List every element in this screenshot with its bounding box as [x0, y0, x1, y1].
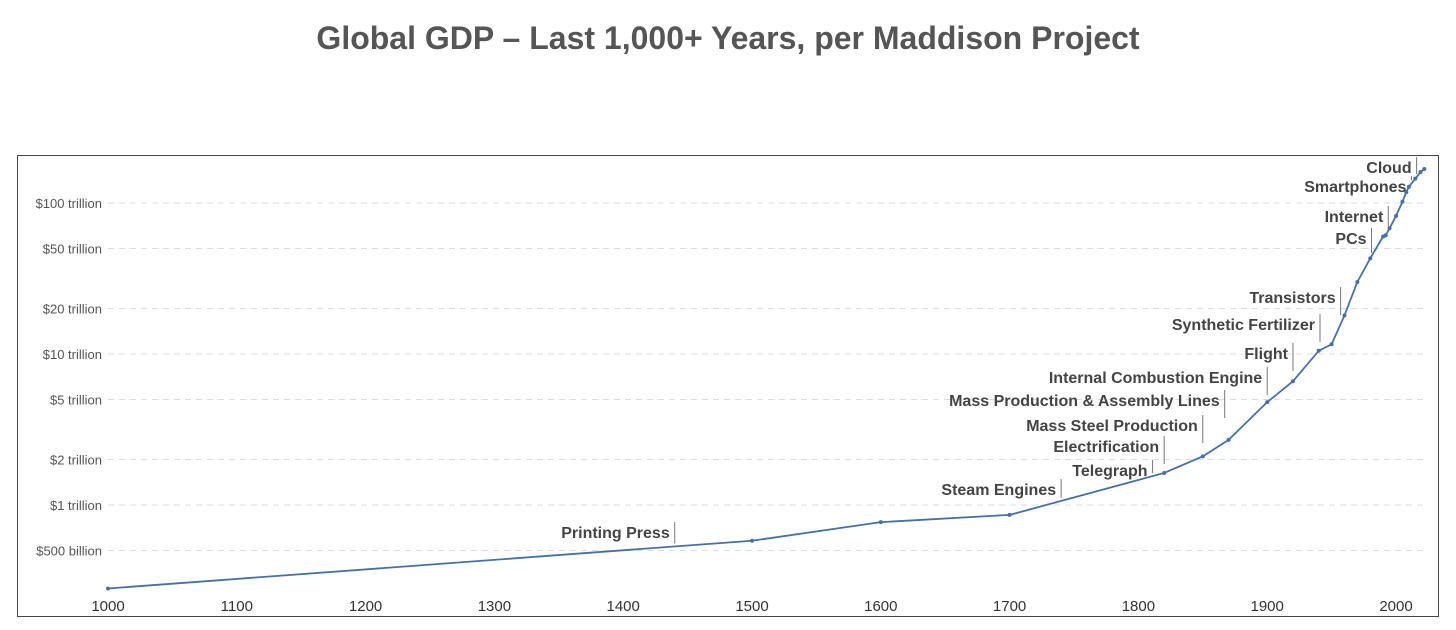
- y-tick-label: $2 trillion: [50, 453, 102, 468]
- annotation-label: Steam Engines: [941, 482, 1056, 499]
- annotation-label: Internal Combustion Engine: [1049, 370, 1262, 387]
- annotation-label: Printing Press: [561, 525, 670, 542]
- annotation-label: Smartphones: [1304, 179, 1406, 196]
- data-point: [1406, 184, 1411, 189]
- annotation-label: Cloud: [1366, 160, 1411, 177]
- annotation-label: Mass Production & Assembly Lines: [949, 393, 1220, 410]
- data-point: [750, 538, 754, 543]
- y-tick-label: $20 trillion: [43, 302, 102, 317]
- data-point: [1200, 454, 1205, 459]
- x-tick-label: 1600: [864, 598, 897, 615]
- data-point: [1368, 256, 1373, 261]
- y-tick-label: $1 trillion: [50, 498, 102, 513]
- x-tick-label: 1900: [1251, 598, 1284, 615]
- data-point: [1418, 170, 1423, 175]
- annotation-label: Electrification: [1053, 439, 1159, 456]
- annotation-label: Telegraph: [1072, 463, 1147, 480]
- data-point: [1162, 470, 1167, 475]
- data-point: [1342, 313, 1347, 318]
- data-point: [1355, 279, 1360, 284]
- annotation-label: Flight: [1244, 346, 1288, 363]
- x-tick-label: 1800: [1122, 598, 1155, 615]
- data-point: [1400, 199, 1405, 204]
- data-point: [1394, 214, 1398, 219]
- plot-frame: [17, 155, 1439, 617]
- y-tick-label: $5 trillion: [50, 392, 102, 407]
- data-point: [1413, 176, 1418, 181]
- annotation-label: Internet: [1325, 209, 1384, 226]
- y-tick-label: $10 trillion: [43, 347, 102, 362]
- data-point: [1404, 190, 1409, 195]
- data-point: [1290, 379, 1295, 384]
- x-tick-label: 1400: [607, 598, 640, 615]
- data-point: [1316, 348, 1321, 353]
- x-tick-label: 1300: [478, 598, 511, 615]
- chart-title: Global GDP – Last 1,000+ Years, per Madd…: [316, 20, 1140, 56]
- x-tick-label: 1500: [735, 598, 768, 615]
- x-tick-label: 1100: [221, 598, 253, 615]
- data-point: [1007, 512, 1012, 517]
- y-tick-label: $500 billion: [36, 543, 102, 558]
- annotation-label: Mass Steel Production: [1026, 418, 1198, 435]
- annotation-label: PCs: [1335, 231, 1366, 248]
- data-point: [1226, 437, 1231, 442]
- y-tick-label: $50 trillion: [43, 241, 102, 256]
- data-point: [106, 586, 110, 591]
- annotation-label: Transistors: [1249, 290, 1335, 307]
- data-point: [1422, 166, 1427, 171]
- x-tick-label: 1000: [91, 598, 124, 615]
- x-tick-label: 2000: [1379, 598, 1412, 615]
- y-tick-label: $100 trillion: [36, 196, 103, 211]
- data-point: [1329, 342, 1334, 347]
- x-tick-label: 1700: [993, 598, 1026, 615]
- data-point: [1383, 233, 1388, 238]
- data-point: [878, 520, 883, 525]
- x-tick-label: 1200: [349, 598, 382, 615]
- annotation-label: Synthetic Fertilizer: [1172, 317, 1315, 334]
- data-point: [1265, 400, 1270, 405]
